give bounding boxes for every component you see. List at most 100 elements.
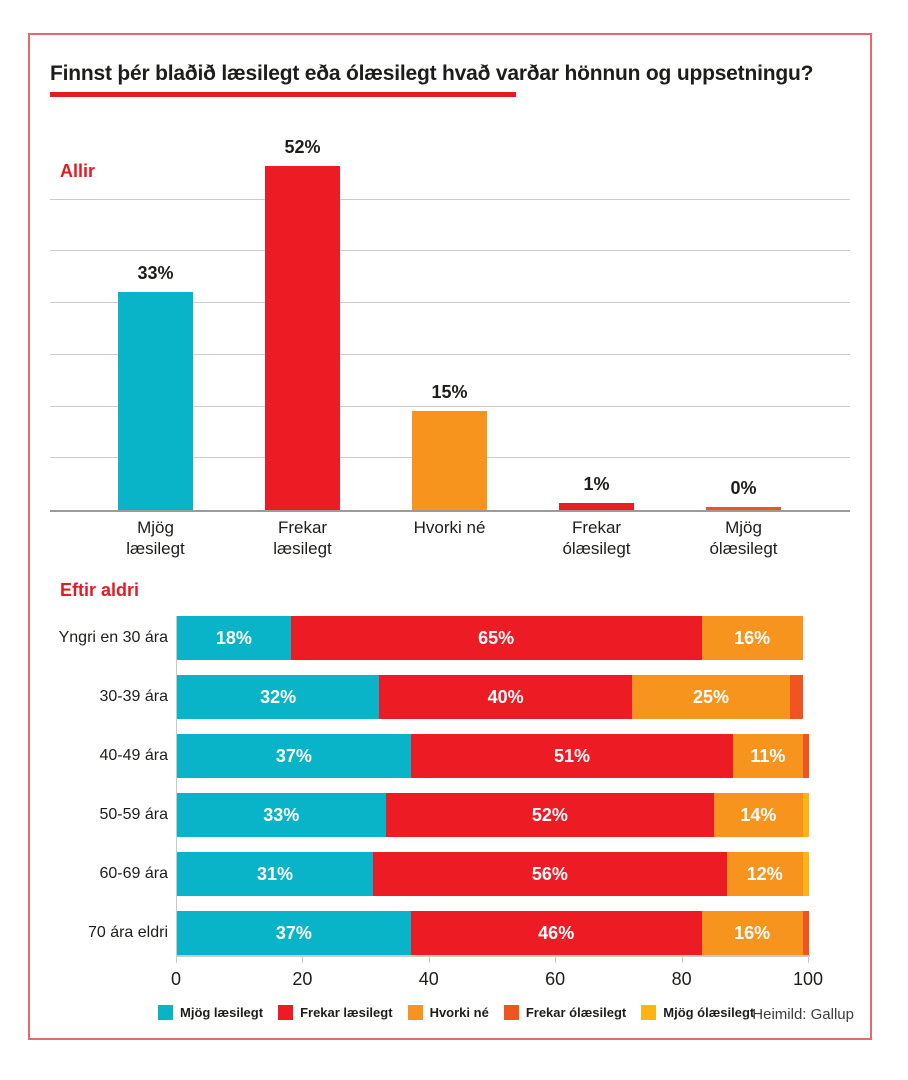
bar-category-label: Hvorki né <box>413 518 486 537</box>
row-label: 60-69 ára <box>99 865 169 882</box>
bar-category-label: Frekar læsilegt <box>273 518 332 558</box>
stacked-segment-frekar_laesilegt: 46% <box>410 911 702 955</box>
stacked-segment-frekar_laesilegt: 51% <box>410 734 734 778</box>
legend-label: Frekar læsilegt <box>300 1005 393 1020</box>
stacked-row: 32% 40% 25% <box>177 675 803 719</box>
legend-swatch-frekar_olaesilegt <box>503 1005 519 1020</box>
stacked-segment-frekar_laesilegt: 40% <box>379 675 633 719</box>
stacked-row: 37% 46% 16% <box>177 911 809 955</box>
section-label-eftir-aldri: Eftir aldri <box>60 580 140 600</box>
stacked-segment-mjog_olaesilegt <box>802 793 809 837</box>
bar-value-label: 15% <box>431 382 468 402</box>
stacked-segment-hvorki_ne: 11% <box>733 734 803 778</box>
segment-value-label: 25% <box>693 686 730 707</box>
row-label: 30-39 ára <box>99 688 169 705</box>
gridline <box>50 354 850 355</box>
page-title: Finnst þér blaðið læsilegt eða ólæsilegt… <box>50 62 814 86</box>
legend-swatch-mjog_laesilegt <box>158 1005 173 1020</box>
stacked-segment-mjog_laesilegt: 33% <box>177 793 386 837</box>
stacked-segment-mjog_laesilegt: 37% <box>177 911 411 955</box>
axis-tick-label: 100 <box>792 969 824 989</box>
segment-value-label: 18% <box>215 627 252 648</box>
bar-1 <box>265 166 340 510</box>
x-axis: 0 20 40 60 80 100 <box>171 955 823 989</box>
stacked-segment-mjog_laesilegt: 32% <box>177 675 380 719</box>
stacked-row: 31% 56% 12% <box>177 852 809 896</box>
legend-label: Hvorki né <box>429 1005 489 1020</box>
axis-tick-label: 80 <box>671 969 692 989</box>
axis-tick-label: 60 <box>545 969 566 989</box>
bar-3 <box>559 503 634 510</box>
segment-value-label: 51% <box>553 745 590 766</box>
chart-frame: Finnst þér blaðið læsilegt eða ólæsilegt… <box>28 33 872 1040</box>
bar-value-label: 33% <box>137 263 174 283</box>
row-label: Yngri en 30 ára <box>58 629 168 646</box>
legend: Mjög læsilegt Frekar læsilegt Hvorki né Fre… <box>158 1005 754 1020</box>
legend-item-hvorki_ne: Hvorki né <box>407 1005 489 1020</box>
row-label: 50-59 ára <box>99 806 169 823</box>
gridline <box>50 302 850 303</box>
segment-value-label: 46% <box>538 922 575 943</box>
stacked-row: 37% 51% 11% <box>177 734 809 778</box>
stacked-segment-mjog_olaesilegt <box>802 852 809 896</box>
legend-swatch-frekar_laesilegt <box>278 1005 294 1020</box>
allir-plot: 33% Mjög læsilegt 52% Frekar læsilegt 15% Hvork… <box>50 137 850 558</box>
segment-value-label: 33% <box>263 804 300 825</box>
segment-value-label: 31% <box>256 863 293 884</box>
gridline <box>50 199 850 200</box>
stacked-segment-hvorki_ne: 14% <box>714 793 803 837</box>
stacked-row: 18% 65% 16% <box>177 616 803 660</box>
stacked-segment-frekar_olaesilegt <box>802 911 809 955</box>
stacked-segment-hvorki_ne: 16% <box>701 616 803 660</box>
bar-0 <box>118 292 193 510</box>
axis-tick <box>428 957 430 963</box>
stacked-segment-hvorki_ne: 16% <box>701 911 803 955</box>
stacked-segment-hvorki_ne: 25% <box>632 675 791 719</box>
row-label: 40-49 ára <box>99 747 169 764</box>
axis-tick <box>176 957 177 963</box>
bar-category-label: Mjög læsilegt <box>126 518 185 558</box>
legend-item-mjog_olaesilegt: Mjög ólæsilegt <box>641 1005 754 1020</box>
bar-4 <box>706 507 781 510</box>
stacked-segment-mjog_laesilegt: 18% <box>177 616 291 660</box>
stacked-segment-frekar_laesilegt: 52% <box>385 793 715 837</box>
bar-value-label: 1% <box>583 474 610 494</box>
segment-value-label: 37% <box>275 745 312 766</box>
axis-tick <box>681 957 683 963</box>
section-label-allir: Allir <box>60 161 96 181</box>
segment-value-label: 16% <box>734 627 771 648</box>
segment-value-label: 11% <box>750 745 786 766</box>
stacked-segment-hvorki_ne: 12% <box>726 852 803 896</box>
legend-swatch-mjog_olaesilegt <box>641 1005 657 1020</box>
legend-item-mjog_laesilegt: Mjög læsilegt <box>158 1005 263 1020</box>
legend-item-frekar_olaesilegt: Frekar ólæsilegt <box>503 1005 626 1020</box>
segment-value-label: 56% <box>531 863 568 884</box>
gridline <box>50 250 850 251</box>
legend-label: Mjög læsilegt <box>180 1005 264 1020</box>
segment-value-label: 40% <box>487 686 524 707</box>
legend-item-frekar_laesilegt: Frekar læsilegt <box>278 1005 393 1020</box>
gridline <box>50 406 850 407</box>
bar-category-label: Frekar ólæsilegt <box>562 518 631 558</box>
bar-value-label: 52% <box>284 137 321 157</box>
stacked-segment-frekar_laesilegt: 65% <box>290 616 702 660</box>
segment-value-label: 65% <box>478 627 515 648</box>
source-credit: Heimild: Gallup <box>752 1006 854 1023</box>
stacked-segment-frekar_laesilegt: 56% <box>372 852 727 896</box>
axis-tick-label: 20 <box>292 969 313 989</box>
stacked-row: 33% 52% 14% <box>177 793 809 837</box>
segment-value-label: 12% <box>746 863 783 884</box>
legend-swatch-hvorki_ne <box>407 1005 423 1020</box>
bar-category-label: Mjög ólæsilegt <box>709 518 778 558</box>
title-underline <box>50 92 516 97</box>
eftir-aldri-plot: 18% 65% 16% 32% 40% 25% 37% 51% 11% 33% 52% 14% 31% 5… <box>176 616 810 955</box>
axis-tick <box>555 957 557 963</box>
legend-label: Mjög ólæsilegt <box>663 1005 755 1020</box>
bar-value-label: 0% <box>730 478 757 498</box>
segment-value-label: 37% <box>275 922 312 943</box>
segment-value-label: 16% <box>734 922 771 943</box>
stacked-segment-frekar_olaesilegt <box>790 675 803 719</box>
axis-tick-label: 40 <box>418 969 439 989</box>
segment-value-label: 32% <box>260 686 297 707</box>
stacked-segment-mjog_laesilegt: 37% <box>177 734 411 778</box>
